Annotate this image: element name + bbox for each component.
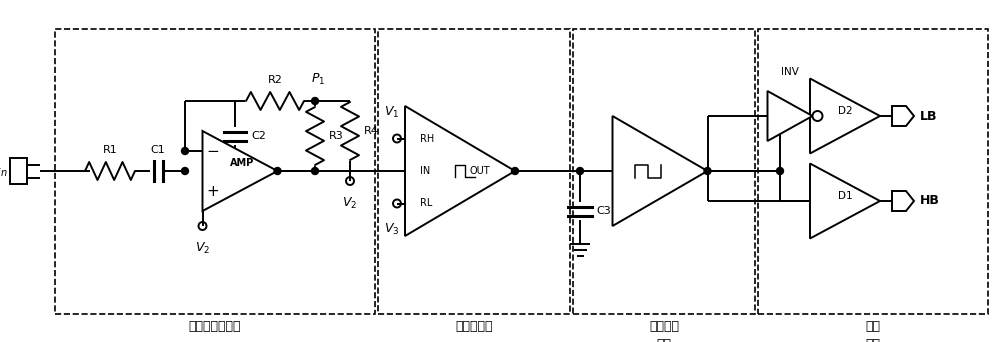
Text: $V_{in}$: $V_{in}$ [0, 163, 8, 179]
Text: R2: R2 [268, 75, 282, 85]
Text: 窗口比较器: 窗口比较器 [455, 320, 493, 333]
Text: D1: D1 [838, 191, 852, 201]
Text: $V_3$: $V_3$ [384, 222, 400, 237]
Text: C3: C3 [596, 206, 611, 216]
Text: +: + [206, 184, 219, 198]
Text: D2: D2 [838, 106, 852, 116]
Text: C2: C2 [251, 131, 266, 141]
Circle shape [704, 168, 711, 174]
Text: HB: HB [920, 195, 940, 208]
Text: $V_1$: $V_1$ [384, 105, 400, 120]
Polygon shape [612, 116, 708, 226]
Polygon shape [768, 91, 812, 141]
Polygon shape [810, 79, 880, 154]
Text: R3: R3 [329, 131, 344, 141]
Circle shape [312, 168, 318, 174]
Circle shape [274, 168, 281, 174]
Circle shape [182, 147, 188, 155]
Text: LB: LB [920, 109, 938, 122]
Text: $V_2$: $V_2$ [195, 241, 210, 256]
Polygon shape [405, 106, 515, 236]
Text: AMP: AMP [230, 158, 254, 168]
Text: C1: C1 [151, 145, 165, 155]
Circle shape [182, 168, 188, 174]
Text: R4: R4 [364, 126, 379, 136]
Circle shape [776, 168, 784, 174]
Text: IN: IN [420, 166, 430, 176]
Text: 施密特触
发器: 施密特触 发器 [649, 320, 679, 342]
Text: 驱动
电路: 驱动 电路 [866, 320, 881, 342]
Text: RH: RH [420, 133, 434, 144]
Text: INV: INV [781, 67, 799, 77]
Text: −: − [206, 144, 219, 158]
Text: $P_1$: $P_1$ [311, 72, 325, 87]
Circle shape [576, 168, 584, 174]
Text: $V_2$: $V_2$ [342, 196, 358, 211]
Text: OUT: OUT [470, 166, 491, 176]
Text: 有源带通滤波器: 有源带通滤波器 [189, 320, 241, 333]
Circle shape [512, 168, 518, 174]
Text: RL: RL [420, 198, 432, 209]
Text: R1: R1 [103, 145, 117, 155]
Polygon shape [202, 131, 278, 211]
Circle shape [312, 97, 318, 105]
Polygon shape [810, 163, 880, 238]
